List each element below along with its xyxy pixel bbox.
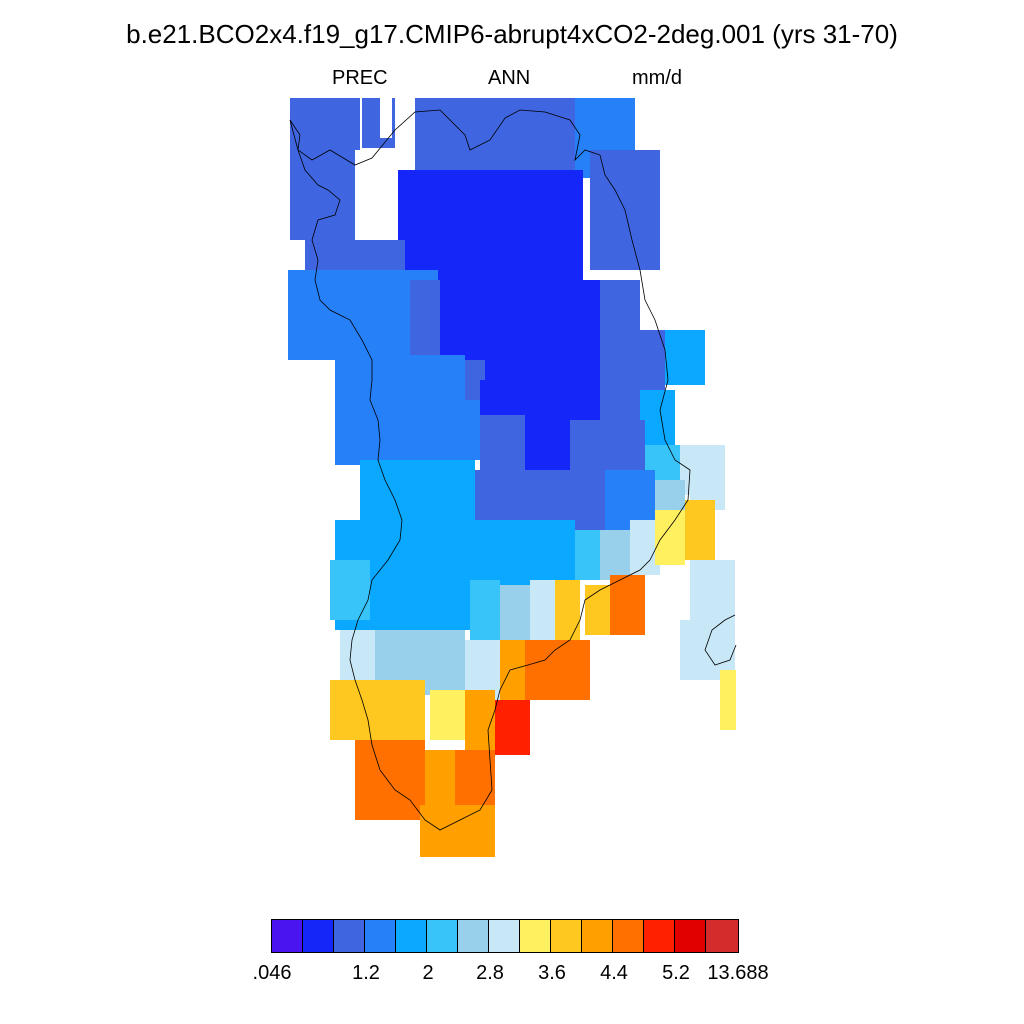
grid-cell (425, 750, 460, 810)
colorbar-label: 4.4 (600, 962, 628, 984)
grid-cell (455, 750, 495, 810)
colorbar-swatch (303, 920, 334, 952)
grid-cell (640, 390, 675, 450)
colorbar-swatch (582, 920, 613, 952)
colorbar-swatch (613, 920, 644, 952)
colorbar (271, 919, 739, 953)
coastline-east (704, 614, 737, 666)
grid-cell (330, 560, 370, 620)
units-label: mm/d (632, 67, 682, 89)
grid-cell (685, 500, 715, 560)
colorbar-swatch (706, 920, 738, 952)
colorbar-swatch (365, 920, 396, 952)
grid-cell (290, 98, 360, 240)
coastline (289, 109, 691, 831)
grid-cell (655, 510, 685, 565)
colorbar-swatch (334, 920, 365, 952)
colorbar-swatch (520, 920, 551, 952)
grid-cell (610, 575, 645, 635)
grid-cell (600, 530, 630, 580)
colorbar-swatch (675, 920, 706, 952)
colorbar-swatch (272, 920, 303, 952)
colorbar-swatch (644, 920, 675, 952)
grid-cell (465, 690, 495, 750)
colorbar-label: 2.8 (476, 962, 504, 984)
missing-cell (380, 98, 392, 138)
grid-cell (470, 580, 500, 640)
grid-cell (398, 170, 583, 280)
colorbar-label: 2 (422, 962, 434, 984)
grid-cell (530, 580, 555, 640)
colorbar-swatch (396, 920, 427, 952)
grid-cell (420, 805, 495, 857)
missing-cell (395, 98, 415, 160)
grid-cell (430, 690, 465, 740)
grid-cell (525, 640, 590, 700)
grid-cell (555, 580, 580, 640)
precip-map (288, 98, 737, 857)
grid-cell (525, 440, 570, 470)
grid-cell (355, 740, 425, 820)
period-label: ANN (488, 67, 531, 89)
grid-cell (500, 585, 530, 645)
grid-cell (330, 680, 425, 740)
colorbar-label: 5.2 (662, 962, 690, 984)
grid-cell (345, 400, 480, 460)
grid-cell (495, 700, 530, 755)
map-cells (288, 98, 736, 857)
colorbar-label: 1.2 (352, 962, 380, 984)
grid-cell (665, 330, 705, 385)
plot-title: b.e21.BCO2x4.f19_g17.CMIP6-abrupt4xCO2-2… (126, 19, 898, 49)
grid-cell (570, 420, 645, 470)
variable-label: PREC (332, 67, 388, 89)
colorbar-swatch (551, 920, 582, 952)
grid-cell (690, 560, 735, 630)
missing-cell (355, 150, 373, 240)
colorbar-label: .046 (252, 962, 292, 984)
colorbar-swatch (427, 920, 458, 952)
colorbar-swatch (458, 920, 489, 952)
colorbar-label: 3.6 (538, 962, 566, 984)
grid-cell (720, 670, 736, 730)
colorbar-swatch (489, 920, 520, 952)
colorbar-label: 13.688 (707, 962, 769, 984)
